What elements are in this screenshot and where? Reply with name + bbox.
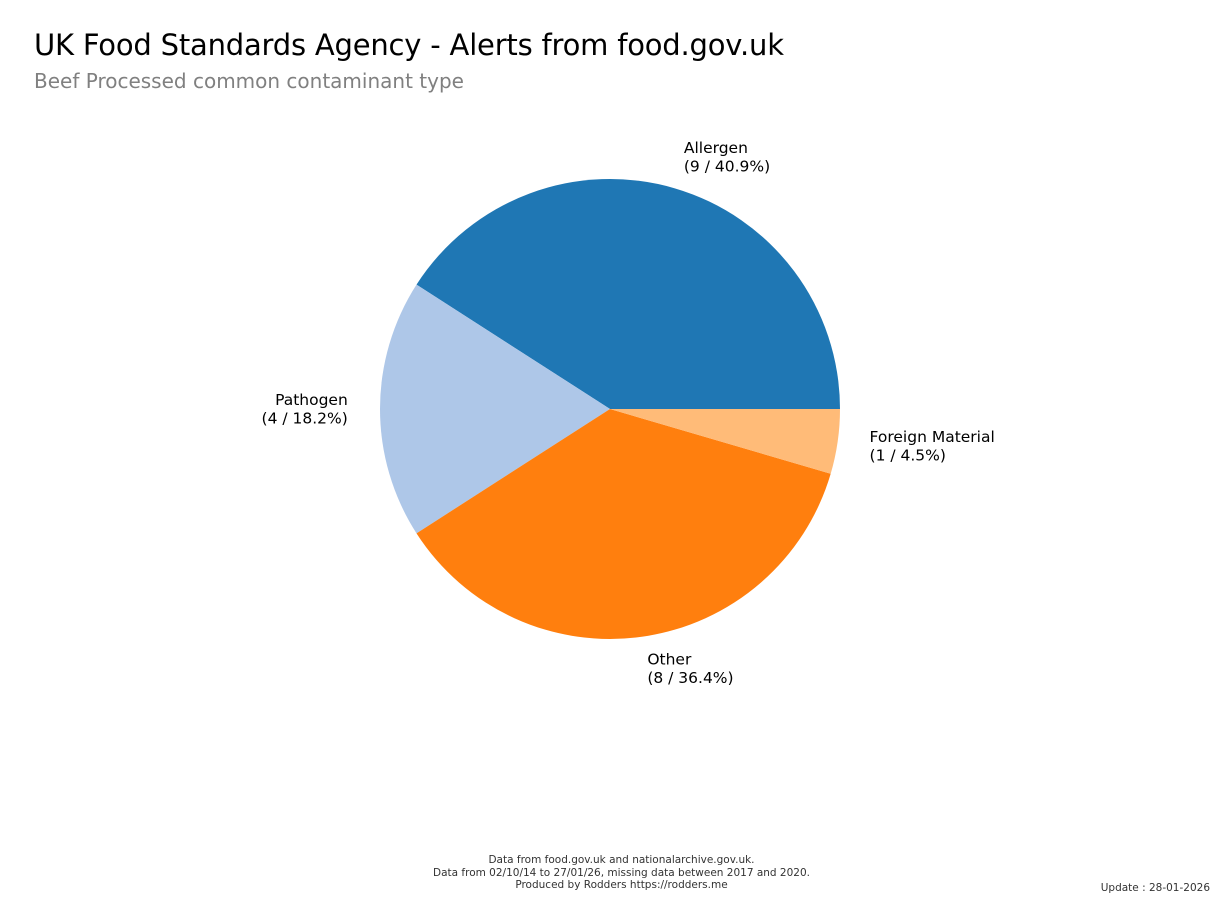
slice-label-value: (1 / 4.5%) <box>870 447 946 465</box>
pie-slice-other <box>416 409 831 639</box>
footer-date-range-line: Data from 02/10/14 to 27/01/26, missing … <box>433 866 810 879</box>
footer-source-line: Data from food.gov.uk and nationalarchiv… <box>488 854 755 866</box>
slice-label-foreign-material: Foreign Material (1 / 4.5%) <box>870 428 995 465</box>
slice-label-name: Allergen <box>684 139 748 157</box>
footer-producer-line: Produced by Rodders https://rodders.me <box>515 879 728 891</box>
slice-label-name: Foreign Material <box>870 428 995 446</box>
chart-subtitle: Beef Processed common contaminant type <box>34 69 464 93</box>
pie-slice-allergen <box>416 179 840 409</box>
slice-label-name: Pathogen <box>275 391 348 409</box>
chart-title: UK Food Standards Agency - Alerts from f… <box>34 28 784 62</box>
slice-label-pathogen: Pathogen (4 / 18.2%) <box>262 391 348 428</box>
slice-label-value: (8 / 36.4%) <box>647 669 733 687</box>
pie-slice-pathogen <box>380 284 610 534</box>
footer-credits: Data from food.gov.uk and nationalarchiv… <box>0 854 1220 892</box>
pie-slice-foreign-material <box>610 409 840 474</box>
slice-label-other: Other (8 / 36.4%) <box>647 650 733 687</box>
slice-label-value: (4 / 18.2%) <box>262 409 348 427</box>
slice-label-value: (9 / 40.9%) <box>684 158 770 176</box>
slice-label-name: Other <box>647 650 692 668</box>
update-date: Update : 28-01-2026 <box>1100 882 1210 894</box>
slice-label-allergen: Allergen (9 / 40.9%) <box>684 139 770 176</box>
